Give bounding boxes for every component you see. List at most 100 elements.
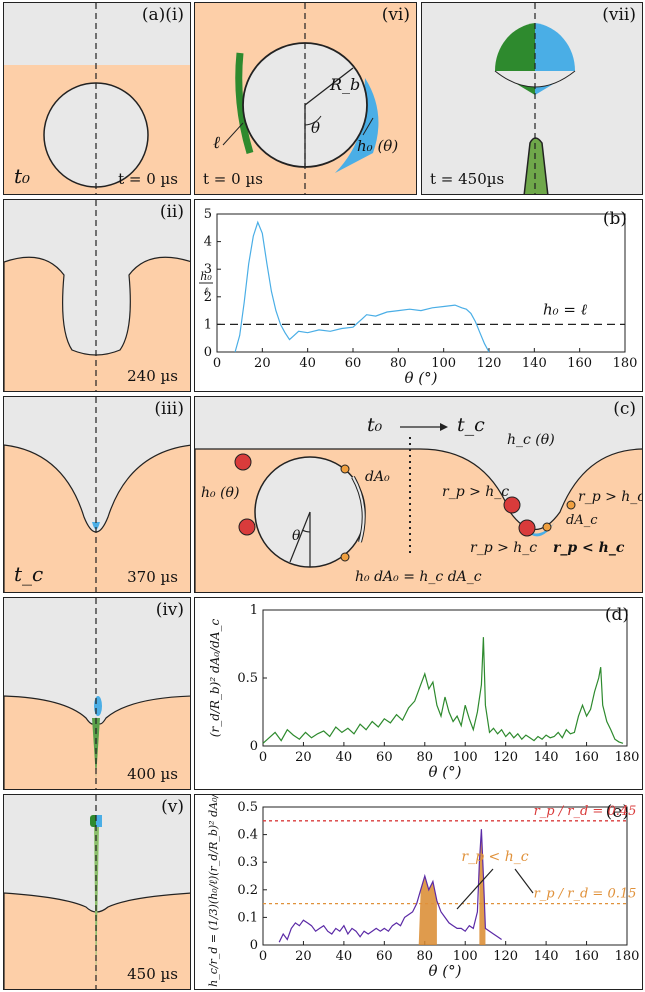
time-label: t = 0 µs [203, 170, 263, 188]
y-tick-label: 2 [204, 290, 212, 305]
y-tick-label: 0 [250, 739, 258, 754]
annotation-arrow [456, 868, 494, 910]
rp-lt-hc-label: r_p < h_c [553, 540, 625, 556]
annotation-label: r_p < h_c [461, 849, 528, 865]
chart-d-svg: 0 20 40 60 80 100 120 140 160 180 0 0.5 1 θ (°) (d) (r_… [208, 603, 639, 781]
panel-tag: (d) [605, 605, 629, 625]
t0-label: t₀ [367, 414, 383, 436]
panel-a-i-art [4, 3, 190, 194]
x-axis-label: θ (°) [404, 369, 437, 387]
chart-c: (c) t₀ t_c h₀ (θ) dA₀ θ h_c (θ) r_p > h_… [194, 396, 643, 593]
panel-tag: (vii) [602, 5, 636, 25]
panel-tag: (b) [603, 209, 627, 229]
y-tick-label: 0 [204, 345, 212, 360]
y-label-den: ℓ [204, 285, 209, 298]
chart-e: 0 20 40 60 80 100 120 140 160 180 0 0.1 0.2 0.3 0.4 0.5… [194, 794, 643, 990]
panel-a-vi-art [222, 3, 379, 194]
theta-label: θ [311, 119, 321, 137]
time-label: 400 µs [127, 765, 178, 783]
x-tick-label: 40 [336, 949, 353, 964]
time-label: 450 µs [127, 965, 178, 983]
x-tick-label: 20 [295, 750, 312, 765]
rb-label: R_b [330, 75, 361, 94]
y-tick-label: 0.3 [237, 855, 258, 870]
ell-label: ℓ [213, 133, 221, 153]
h0-label: h₀ (θ) [201, 485, 240, 501]
y-tick-label: 1 [250, 603, 258, 618]
hc-label: h_c (θ) [507, 432, 555, 448]
y-tick-label: 0.4 [237, 828, 258, 843]
rp-gt-hc-left: r_p > h_c [442, 484, 510, 500]
x-tick-label: 100 [431, 356, 456, 371]
chart-b: 0 20 40 60 80 100 120 140 160 180 0 1 2 3 4 5 θ (°) (b) h₀… [194, 199, 643, 392]
panel-tag: (vi) [381, 5, 410, 25]
x-tick-label: 180 [613, 356, 638, 371]
panel-a-iii-art [4, 397, 190, 592]
x-tick-label: 20 [295, 949, 312, 964]
series-line [262, 637, 624, 744]
x-tick-label: 140 [534, 750, 559, 765]
conservation-eq: h₀ dA₀ = h_c dA_c [355, 569, 482, 585]
y-tick-label: 0.1 [237, 910, 258, 925]
x-axis-label: θ (°) [428, 763, 461, 781]
panel-a-ii: (ii) 240 µs [3, 199, 191, 392]
panel-tag: (a)(i) [141, 5, 184, 25]
y-tick-label: 0 [250, 938, 258, 953]
x-tick-label: 120 [493, 949, 518, 964]
y-axis-label: (r_d/R_b)² dA₀/dA_c [208, 619, 222, 738]
panel-tag: (e) [606, 802, 629, 822]
panel-tag: (ii) [159, 202, 184, 222]
x-tick-label: 40 [299, 356, 316, 371]
theta-label: θ [292, 528, 301, 544]
panel-a-iv-art [4, 598, 190, 789]
time-label: 370 µs [127, 568, 178, 586]
x-tick-label: 60 [345, 356, 362, 371]
x-tick-label: 0 [259, 750, 267, 765]
x-tick-label: 140 [534, 949, 559, 964]
panel-a-iii: (iii) t_c 370 µs [3, 396, 191, 593]
time-symbol: t_c [14, 562, 44, 586]
filled-region [418, 876, 437, 945]
y-tick-label: 0.5 [237, 671, 258, 686]
time-label: 240 µs [127, 367, 178, 385]
panel-a-iv: (iv) 400 µs [3, 597, 191, 790]
x-tick-label: 80 [417, 949, 434, 964]
time-symbol: t₀ [14, 164, 31, 188]
hline-label: h₀ = ℓ [543, 300, 587, 318]
y-tick-label: 0.2 [237, 883, 258, 898]
x-tick-label: 60 [376, 949, 393, 964]
panel-tag: (v) [161, 797, 184, 817]
y-tick-label: 4 [204, 235, 212, 250]
annotation-arrow [514, 868, 534, 894]
dA0-label: dA₀ [365, 469, 390, 485]
panel-tag: (iv) [155, 600, 184, 620]
y-tick-label: 1 [204, 317, 212, 332]
x-tick-label: 140 [522, 356, 547, 371]
x-tick-label: 160 [574, 750, 599, 765]
series-line [278, 829, 502, 943]
hline-label: r_p / r_d = 0.45 [534, 804, 637, 819]
panel-a-vii: (vii) t = 450µs [421, 2, 643, 195]
y-label-num: h₀ [200, 270, 212, 283]
x-tick-label: 100 [453, 750, 478, 765]
panel-a-ii-art [4, 200, 190, 391]
filled-region [479, 829, 486, 945]
x-tick-label: 160 [574, 949, 599, 964]
rp-gt-hc-bottom: r_p > h_c [470, 540, 538, 556]
chart-c-svg [195, 423, 642, 592]
panel-a-i: (a)(i) t₀ t = 0 µs [3, 2, 191, 195]
plot-frame [216, 213, 626, 353]
x-tick-label: 40 [336, 750, 353, 765]
x-tick-label: 160 [567, 356, 592, 371]
x-tick-label: 100 [453, 949, 478, 964]
y-tick-label: 5 [204, 207, 212, 222]
plot-frame [262, 806, 628, 946]
x-tick-label: 0 [259, 949, 267, 964]
panel-a-vi: (vi) ℓ R_b θ h₀ (θ) t = 0 µs [194, 2, 417, 195]
panel-a-v-art [4, 795, 190, 989]
y-tick-label: 3 [204, 262, 212, 277]
x-tick-label: 180 [615, 949, 640, 964]
series-line [234, 220, 490, 353]
panel-tag: (iii) [154, 399, 184, 419]
time-label: t = 450µs [430, 170, 505, 188]
